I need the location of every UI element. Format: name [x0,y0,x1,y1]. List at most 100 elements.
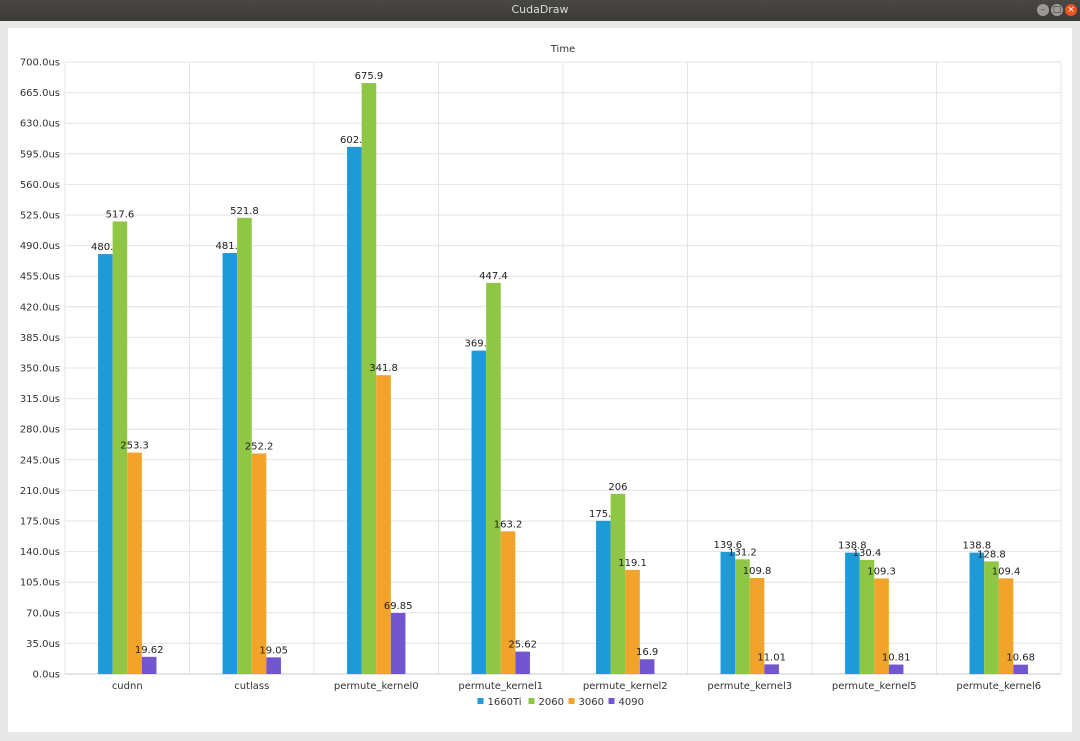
y-tick-label: 630.0us [20,119,60,130]
bar-4090-permute_kernel5 [888,664,904,674]
y-tick-label: 350.0us [20,364,60,375]
bar-1660Ti-permute_kernel2 [596,520,611,674]
y-tick-label: 560.0us [20,180,60,191]
bar-4090-permute_kernel1 [515,651,530,674]
bar-3060-permute_kernel6 [998,578,1014,674]
x-tick-label: cutlass [234,681,269,692]
bar-1660Ti-permute_kernel3 [720,551,736,674]
data-label: 602.9 [340,135,369,146]
bar-3060-permute_kernel0 [376,375,391,674]
legend-swatch [477,698,484,704]
bar-1660Ti-cudnn [98,254,113,674]
bar-4090-permute_kernel0 [390,612,406,674]
legend-swatch [568,698,575,704]
x-tick-label: permute_kernel1 [458,681,543,692]
bar-1660Ti-permute_kernel1 [471,350,487,674]
bar-2060-permute_kernel0 [361,83,377,674]
bar-chart: Time 0.0us 35.0us 70.0us 105.0us 140.0us 175.0… [20,44,1062,708]
data-label: 109.8 [743,566,772,577]
y-tick-label: 175.0us [20,517,60,528]
x-tick-label: cudnn [112,681,143,692]
y-tick-label: 420.0us [20,302,60,313]
legend-label: 3060 [579,697,604,708]
y-tick-label: 315.0us [20,394,60,405]
bar-2060-permute_kernel6 [984,561,999,674]
data-label: 16.9 [636,647,658,658]
legend-label: 2060 [539,697,564,708]
data-label: 138.8 [838,541,867,552]
bar-3060-permute_kernel3 [749,578,765,674]
data-label: 252.2 [245,442,274,453]
data-label: 69.85 [384,601,413,612]
x-tick-label: permute_kernel2 [583,681,668,692]
data-label: 253.3 [120,441,149,452]
bar-2060-permute_kernel3 [735,559,750,674]
data-label: 131.2 [728,547,757,558]
chart-title: Time [550,44,575,55]
bar-1660Ti-permute_kernel6 [969,552,985,674]
bar-2060-permute_kernel5 [859,559,875,674]
data-label: 481.5 [216,241,245,252]
data-label: 206 [608,482,627,493]
bar-4090-permute_kernel2 [639,659,655,674]
bar-1660Ti-cutlass [222,253,238,674]
data-label: 138.8 [963,541,992,552]
data-label: 175.2 [589,509,618,520]
data-label: 25.62 [508,640,537,651]
bar-4090-permute_kernel3 [764,664,779,674]
x-tick-label: permute_kernel5 [832,681,917,692]
data-label: 11.01 [757,652,786,663]
legend-label: 4090 [619,697,644,708]
legend-swatch [608,698,615,704]
bar-3060-permute_kernel5 [874,578,889,674]
y-tick-label: 280.0us [20,425,60,436]
maximize-icon[interactable]: □ [1051,4,1063,16]
data-label: 130.4 [853,548,882,559]
data-label: 480.3 [91,242,120,253]
y-tick-label: 490.0us [20,241,60,252]
x-tick-label: permute_kernel3 [707,681,792,692]
legend-label: 1660Ti [488,697,522,708]
y-tick-label: 245.0us [20,455,60,466]
bar-3060-permute_kernel2 [625,569,640,674]
bar-1660Ti-permute_kernel0 [347,146,362,675]
minimize-icon[interactable]: – [1037,4,1049,16]
data-label: 163.2 [494,519,523,530]
bar-3060-permute_kernel1 [500,531,516,674]
bar-4090-permute_kernel6 [1013,664,1028,674]
y-tick-label: 525.0us [20,211,60,222]
bar-4090-cutlass [266,657,281,674]
window-titlebar[interactable]: CudaDraw – □ × [0,0,1080,21]
data-label: 109.4 [992,566,1021,577]
y-tick-label: 70.0us [26,608,60,619]
y-tick-label: 385.0us [20,333,60,344]
close-icon[interactable]: × [1065,4,1077,16]
y-tick-label: 105.0us [20,578,60,589]
bar-3060-cutlass [251,453,267,674]
bar-2060-permute_kernel1 [486,282,501,674]
window-title: CudaDraw [511,3,569,16]
data-label: 119.1 [618,558,647,569]
data-label: 19.05 [259,645,288,656]
y-tick-label: 140.0us [20,547,60,558]
y-tick-label: 0.0us [33,670,60,681]
legend-swatch [528,698,535,704]
data-label: 10.68 [1006,653,1035,664]
data-label: 447.4 [479,271,508,282]
data-label: 517.6 [106,209,135,220]
y-tick-label: 665.0us [20,88,60,99]
data-label: 341.8 [369,363,398,374]
x-tick-label: permute_kernel6 [956,681,1041,692]
y-tick-label: 700.0us [20,58,60,69]
x-tick-label: permute_kernel0 [334,681,419,692]
bar-4090-cudnn [141,656,157,674]
bar-2060-cudnn [112,221,128,674]
bar-2060-cutlass [237,217,252,674]
y-tick-label: 210.0us [20,486,60,497]
chart-canvas: Time 0.0us 35.0us 70.0us 105.0us 140.0us 175.0… [8,28,1072,732]
data-label: 675.9 [355,71,384,82]
data-label: 521.8 [230,206,259,217]
data-label: 128.8 [977,549,1006,560]
y-tick-label: 595.0us [20,149,60,160]
y-tick-label: 35.0us [26,639,60,650]
